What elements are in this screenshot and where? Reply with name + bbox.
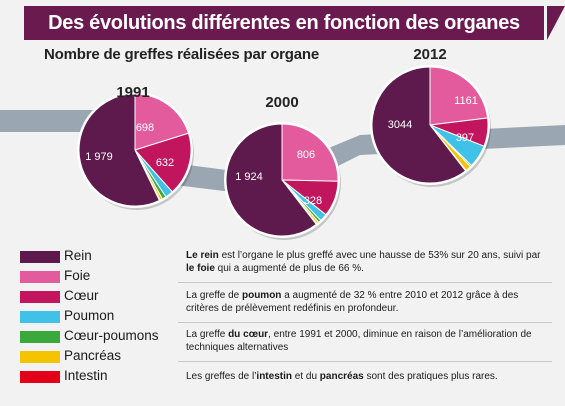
separator: [178, 361, 552, 362]
legend-swatch-coeur: [20, 291, 60, 303]
pie-year-label: 2000: [265, 94, 298, 111]
pie-slice-rein: [225, 123, 317, 237]
title-banner: [24, 6, 544, 40]
legend-label-coeur: Cœur: [64, 288, 99, 303]
pie-value-label: 1 979: [85, 151, 113, 163]
legend-swatch-intestin: [20, 371, 60, 383]
pie-slice-rein: [371, 66, 467, 184]
legend-swatch-foie: [20, 271, 60, 283]
pie-value-label: 632: [156, 157, 174, 169]
page-title: Des évolutions différentes en fonction d…: [48, 12, 520, 34]
note-intestin-pancreas: Les greffes de l’intestin et du pancréas…: [186, 371, 498, 382]
pie-slice-foie: [281, 123, 339, 182]
pie-value-label: 698: [136, 122, 154, 134]
pies: 1991 1 979 698 632 2000 1 924 806 328 2012 3044 11…: [77, 46, 491, 240]
pie-slice-cœur: [134, 132, 192, 193]
note-coeur: La greffe du cœur, entre 1991 et 2000, d…: [186, 329, 532, 353]
note-rein: Le rein est l’organe le plus greffé avec…: [186, 250, 541, 274]
legend-label-coeur-poumons: Cœur-poumons: [64, 328, 159, 343]
pie-year-label: 1991: [116, 84, 149, 101]
pie-value-label: 3044: [388, 119, 412, 131]
title-banner-fold: [547, 6, 565, 40]
legend-swatch-pancreas: [20, 351, 60, 363]
legend-label-intestin: Intestin: [64, 368, 108, 383]
pie-slice-foie: [134, 93, 190, 151]
pie-value-label: 806: [297, 149, 315, 161]
legend-label-rein: Rein: [64, 248, 92, 263]
pie-value-label: 1161: [454, 95, 478, 107]
legend-label-poumon: Poumon: [64, 308, 115, 323]
pie-slice-rein: [78, 93, 161, 207]
pie-year-label: 2012: [413, 46, 446, 63]
legend-swatch-rein: [20, 251, 60, 263]
legend-label-foie: Foie: [64, 268, 91, 283]
legend-swatch-poumon: [20, 311, 60, 323]
separator: [178, 282, 552, 283]
separator: [178, 322, 552, 323]
legend-label-pancreas: Pancréas: [64, 348, 122, 363]
pie-slice-foie: [429, 66, 489, 126]
pie-value-label: 397: [456, 132, 474, 144]
legend-swatch-coeur-poumons: [20, 331, 60, 343]
pie-value-label: 1 924: [235, 171, 263, 183]
chart-subtitle: Nombre de greffes réalisées par organe: [44, 46, 320, 63]
note-poumon: La greffe de poumon a augmenté de 32 % e…: [186, 290, 519, 314]
pie-value-label: 328: [304, 195, 322, 207]
